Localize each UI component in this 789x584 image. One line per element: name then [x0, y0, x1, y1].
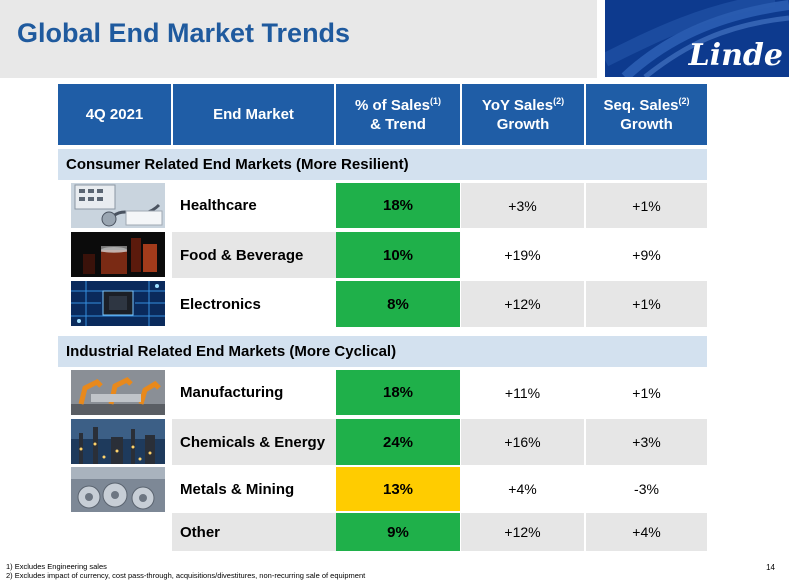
- header-period-label: 4Q 2021: [85, 106, 144, 123]
- page-number: 14: [766, 563, 775, 572]
- market-healthcare: Healthcare: [172, 183, 336, 228]
- pct-manufacturing: 18%: [336, 370, 460, 415]
- pct-healthcare: 18%: [336, 183, 460, 228]
- section-consumer: Consumer Related End Markets (More Resil…: [58, 149, 707, 180]
- header-seq-line2: Growth: [620, 115, 673, 133]
- header-pct-sup: (1): [430, 95, 442, 106]
- pct-electronics: 8%: [336, 281, 460, 327]
- seq-electronics: +1%: [586, 281, 707, 327]
- header-seq-line1: Seq. Sales: [603, 96, 679, 114]
- page-title: Global End Market Trends: [17, 18, 351, 48]
- seq-healthcare: +1%: [586, 183, 707, 228]
- chemicals-energy-image: [71, 419, 165, 464]
- market-other: Other: [172, 513, 336, 551]
- food-beverage-image: [71, 232, 165, 277]
- linde-logo: Linde: [605, 0, 789, 77]
- market-chemicals-energy: Chemicals & Energy: [172, 419, 336, 465]
- header-period: 4Q 2021: [58, 84, 171, 145]
- header-pct-line2: & Trend: [370, 115, 426, 133]
- pct-food-beverage: 10%: [336, 232, 460, 278]
- header-yoy: YoY Sales(2) Growth: [462, 84, 584, 145]
- title-bar: [0, 0, 597, 78]
- electronics-image: [71, 281, 165, 326]
- market-metals-mining: Metals & Mining: [172, 467, 336, 511]
- yoy-chemicals-energy: +16%: [461, 419, 584, 465]
- section-industrial: Industrial Related End Markets (More Cyc…: [58, 336, 707, 367]
- header-yoy-line2: Growth: [496, 115, 550, 133]
- header-end-market: End Market: [173, 84, 334, 145]
- header-yoy-sup: (2): [553, 95, 565, 106]
- header-pct-sales: % of Sales(1) & Trend: [336, 84, 460, 145]
- header-yoy-line1: YoY Sales: [481, 96, 554, 114]
- header-end-market-label: End Market: [213, 106, 294, 123]
- market-electronics: Electronics: [172, 281, 336, 327]
- manufacturing-image: [71, 370, 165, 415]
- yoy-metals-mining: +4%: [461, 467, 584, 511]
- pct-chemicals-energy: 24%: [336, 419, 460, 465]
- market-food-beverage: Food & Beverage: [172, 232, 336, 278]
- seq-chemicals-energy: +3%: [586, 419, 707, 465]
- footnote-1: 1) Excludes Engineering sales: [6, 562, 107, 571]
- header-seq-sup: (2): [678, 95, 690, 106]
- seq-manufacturing: +1%: [586, 370, 707, 415]
- yoy-electronics: +12%: [461, 281, 584, 327]
- yoy-food-beverage: +19%: [461, 232, 584, 278]
- yoy-healthcare: +3%: [461, 183, 584, 228]
- seq-other: +4%: [586, 513, 707, 551]
- logo-swoosh-icon: [605, 0, 789, 77]
- footnote-2: 2) Excludes impact of currency, cost pas…: [6, 571, 366, 580]
- yoy-other: +12%: [461, 513, 584, 551]
- yoy-manufacturing: +11%: [461, 370, 584, 415]
- seq-metals-mining: -3%: [586, 467, 707, 511]
- pct-metals-mining: 13%: [336, 467, 460, 511]
- metals-mining-image: [71, 467, 165, 512]
- seq-food-beverage: +9%: [586, 232, 707, 278]
- healthcare-image: [71, 183, 165, 228]
- header-pct-line1: % of Sales: [354, 96, 431, 114]
- market-manufacturing: Manufacturing: [172, 370, 336, 415]
- logo-text: Linde: [688, 38, 783, 73]
- pct-other: 9%: [336, 513, 460, 551]
- header-seq: Seq. Sales(2) Growth: [586, 84, 707, 145]
